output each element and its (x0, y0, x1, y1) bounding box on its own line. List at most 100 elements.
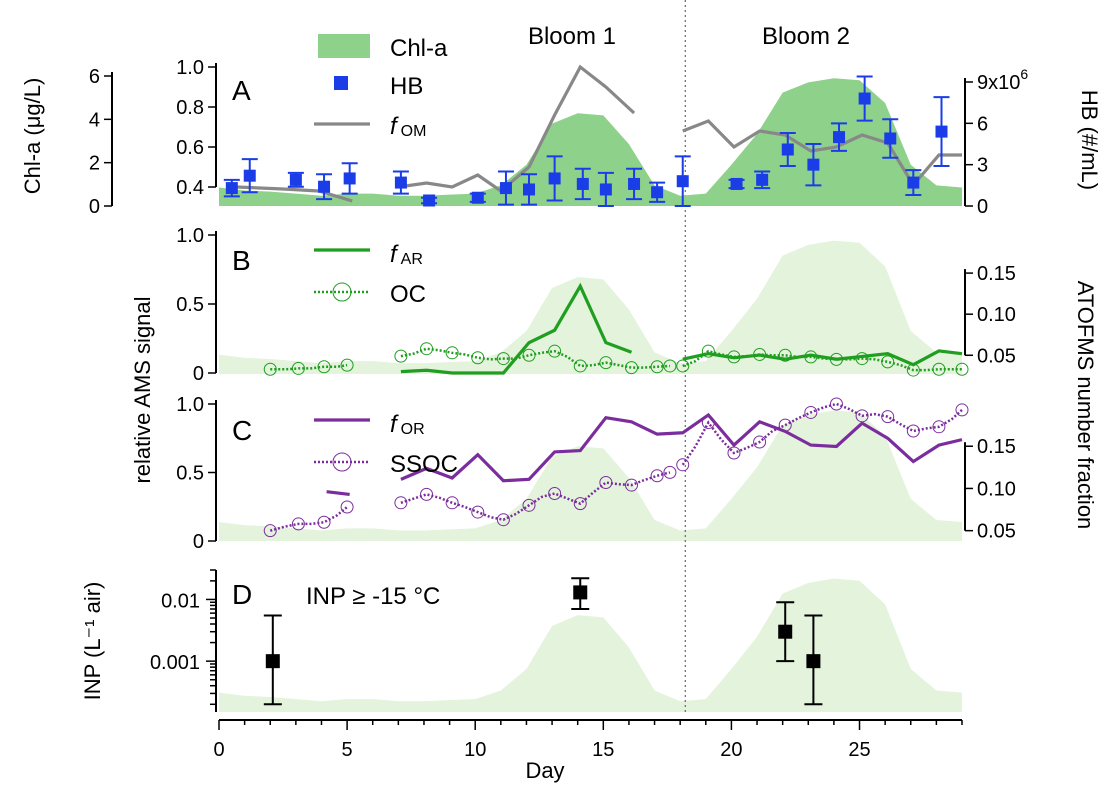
panel-letter-d: D (232, 579, 252, 610)
oc-point (471, 351, 485, 365)
hb-point (499, 182, 512, 195)
fom-line-segment (398, 64, 636, 194)
hb-point (243, 169, 256, 182)
oc-point (548, 344, 562, 358)
atofms-axis-title: ATOFMS number fraction (1073, 281, 1098, 530)
oc-point (753, 347, 767, 361)
ssoc-line-segment (400, 471, 671, 521)
oc-point (804, 350, 818, 364)
legend-oc-label: OC (390, 281, 426, 308)
panel-b-right-axis-tick-label: 0.10 (977, 304, 1016, 326)
ssoc-point (340, 500, 354, 514)
ssoc-point (906, 424, 920, 438)
hb-point (423, 194, 436, 207)
legend-for-subscript: OR (401, 421, 425, 438)
hb-point (471, 191, 484, 204)
ssoc-point (291, 517, 305, 531)
panel-c-right-axis-tick-label: 0.10 (977, 478, 1016, 500)
hb-point (576, 177, 589, 190)
ssoc-point (663, 465, 677, 479)
hb-axis-exponent: 6 (1020, 66, 1028, 82)
hb-point (318, 180, 331, 193)
panel-c-right-axis-tick-label: 0.05 (977, 521, 1016, 543)
chla-axis-tick-label: 4 (89, 109, 100, 131)
hb-point (907, 176, 920, 189)
panel-letter-b: B (232, 245, 251, 276)
inp-axis-title: INP (L⁻¹ air) (80, 582, 105, 701)
relative-ams-axis-title: relative AMS signal (130, 296, 155, 483)
ssoc-point (548, 487, 562, 501)
legend-far-subscript: AR (401, 251, 423, 268)
ssoc-point (701, 416, 715, 430)
legend-far-label: f AR (390, 241, 423, 268)
panel-c-right-axis-tick-label: 0.15 (977, 436, 1016, 458)
hb-axis-tick-label: 9x106 (977, 66, 1028, 94)
oc-point (624, 361, 638, 375)
x-tick-label: 25 (848, 739, 870, 761)
panel-c-left-axis-tick-label: 0.5 (176, 463, 204, 485)
ssoc-point (932, 420, 946, 434)
x-tick-label: 20 (720, 739, 742, 761)
hb-point (756, 173, 769, 186)
x-tick-label: 15 (592, 739, 614, 761)
hb-point (394, 176, 407, 189)
panel-b-left-axis-tick-label: 0.5 (176, 294, 204, 316)
panel-d-left-axis-tick-label: 0.001 (150, 652, 200, 674)
hb-point (599, 183, 612, 196)
ssoc-point (855, 409, 869, 423)
inp-annotation: INP ≥ -15 °C (306, 583, 440, 610)
x-tick-label: 10 (464, 739, 486, 761)
ssoc-point (955, 403, 969, 417)
ssoc-line-segment (269, 506, 348, 532)
bloom-2-label: Bloom 2 (762, 23, 850, 50)
chla-axis-tick-label: 2 (89, 153, 100, 175)
hb-point (548, 172, 561, 185)
hb-point (651, 186, 664, 199)
hb-point (225, 182, 238, 195)
chla-axis-title: Chl-a (μg/L) (20, 78, 45, 195)
chla-axis-tick-label: 0 (89, 196, 100, 218)
ssoc-point (522, 498, 536, 512)
ssoc-point (573, 497, 587, 511)
hb-axis-title: HB (#/mL) (1077, 90, 1102, 190)
oc-point (701, 344, 715, 358)
hb-point (289, 173, 302, 186)
legend-hb-label: HB (390, 73, 423, 100)
oc-point (663, 359, 677, 373)
oc-point (573, 359, 587, 373)
oc-point (263, 362, 277, 376)
oc-point (317, 360, 331, 374)
fom-line-segment (236, 185, 353, 203)
legend-for-label: f OR (390, 411, 425, 438)
legend-ssoc-marker (332, 452, 352, 472)
hb-point (343, 172, 356, 185)
oc-point (829, 352, 843, 366)
ssoc-point (753, 435, 767, 449)
legend-chla-label: Chl-a (390, 35, 448, 62)
hb-axis-tick-label: 6 (977, 113, 988, 135)
ssoc-point (599, 476, 613, 490)
chla-background-area-d (219, 578, 962, 712)
oc-point (599, 356, 613, 370)
oc-point (445, 346, 459, 360)
x-tick-label: 5 (342, 739, 353, 761)
ssoc-point (727, 446, 741, 460)
oc-point (291, 361, 305, 375)
chla-area (219, 78, 962, 206)
fom-axis-tick-label: 0.8 (176, 97, 204, 119)
data-series (219, 64, 969, 706)
oc-point (394, 349, 408, 363)
inp-point (806, 654, 821, 669)
inp-point (573, 585, 588, 600)
panel-letter-c: C (232, 415, 252, 446)
ssoc-point (263, 524, 277, 538)
oc-point (676, 359, 690, 373)
ssoc-point (804, 405, 818, 419)
hb-point (676, 175, 689, 188)
oc-point (855, 352, 869, 366)
hb-point (858, 92, 871, 105)
x-axis-title: Day (525, 758, 564, 783)
hb-point (807, 158, 820, 171)
chla-background-area-c (219, 410, 962, 541)
oc-line-segment (682, 349, 962, 372)
